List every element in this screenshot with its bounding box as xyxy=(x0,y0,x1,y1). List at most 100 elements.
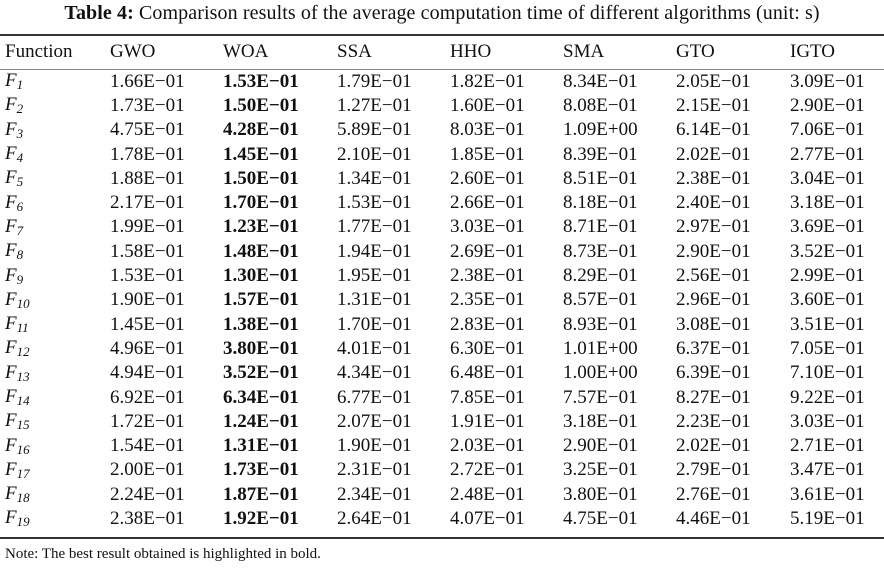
value-cell: 1.88E−01 xyxy=(110,167,185,189)
bottom-rule xyxy=(0,537,884,539)
function-name: F18 xyxy=(5,483,30,506)
value-cell: 2.64E−01 xyxy=(337,507,412,529)
table-row: F4 1.78E−01 1.45E−01 2.10E−01 1.85E−01 8.39E−… xyxy=(0,142,884,166)
value-cell: 1.85E−01 xyxy=(450,143,525,165)
function-cell: F14 xyxy=(0,385,110,409)
value-cell: 5.19E−01 xyxy=(790,507,865,529)
value-cell: 8.73E−01 xyxy=(563,240,638,262)
value-cell: 3.03E−01 xyxy=(450,216,525,238)
table-row: F5 1.88E−01 1.50E−01 1.34E−01 2.60E−01 8.51E−… xyxy=(0,166,884,190)
column-header: SMA xyxy=(563,41,605,62)
column-header: SSA xyxy=(337,41,372,62)
top-rule xyxy=(0,34,884,36)
value-cell: 1.77E−01 xyxy=(337,216,412,238)
function-cell: F5 xyxy=(0,166,110,190)
function-name: F15 xyxy=(5,410,30,433)
value-cell: 1.24E−01 xyxy=(223,410,299,432)
value-cell: 4.75E−01 xyxy=(110,119,185,141)
function-name: F19 xyxy=(5,507,30,530)
value-cell: 1.99E−01 xyxy=(110,216,185,238)
function-index: 9 xyxy=(16,271,24,287)
value-cell: 2.79E−01 xyxy=(676,459,751,481)
function-name: F2 xyxy=(5,94,24,117)
value-cell: 6.92E−01 xyxy=(110,386,185,408)
function-index: 19 xyxy=(16,514,30,530)
function-cell: F18 xyxy=(0,482,110,506)
function-cell: F6 xyxy=(0,190,110,214)
value-cell: 8.08E−01 xyxy=(563,94,638,116)
table-row: F18 2.24E−01 1.87E−01 2.34E−01 2.48E−01 3.80E… xyxy=(0,482,884,506)
table-header: Function GWO WOA SSA HHO SMA GTO IGTO xyxy=(0,35,884,69)
value-cell: 4.96E−01 xyxy=(110,337,185,359)
function-name: F13 xyxy=(5,361,30,384)
table-note: Note: The best result obtained is highli… xyxy=(5,546,321,562)
function-name: F1 xyxy=(5,70,24,93)
function-index: 15 xyxy=(16,417,30,433)
function-name: F6 xyxy=(5,191,24,214)
value-cell: 8.18E−01 xyxy=(563,192,638,214)
value-cell: 2.60E−01 xyxy=(450,167,525,189)
value-cell: 2.02E−01 xyxy=(676,435,751,457)
value-cell: 5.89E−01 xyxy=(337,119,412,141)
function-cell: F4 xyxy=(0,142,110,166)
value-cell: 1.70E−01 xyxy=(337,313,412,335)
function-name: F16 xyxy=(5,434,30,457)
function-index: 10 xyxy=(16,295,30,311)
value-cell: 8.93E−01 xyxy=(563,313,638,335)
table-row: F11 1.45E−01 1.38E−01 1.70E−01 2.83E−01 8.93E… xyxy=(0,312,884,336)
table-row: F6 2.17E−01 1.70E−01 1.53E−01 2.66E−01 8.18E−… xyxy=(0,190,884,214)
value-cell: 8.39E−01 xyxy=(563,143,638,165)
value-cell: 1.87E−01 xyxy=(223,483,299,505)
function-cell: F3 xyxy=(0,118,110,142)
value-cell: 6.37E−01 xyxy=(676,337,751,359)
value-cell: 6.48E−01 xyxy=(450,362,525,384)
value-cell: 2.76E−01 xyxy=(676,483,751,505)
table-row: F19 2.38E−01 1.92E−01 2.64E−01 4.07E−01 4.75E… xyxy=(0,506,884,530)
table-row: F14 6.92E−01 6.34E−01 6.77E−01 7.85E−01 7.57E… xyxy=(0,385,884,409)
value-cell: 2.96E−01 xyxy=(676,289,751,311)
value-cell: 1.60E−01 xyxy=(450,94,525,116)
value-cell: 1.92E−01 xyxy=(223,507,299,529)
value-cell: 1.30E−01 xyxy=(223,265,299,287)
function-cell: F2 xyxy=(0,93,110,117)
function-cell: F11 xyxy=(0,312,110,336)
function-cell: F1 xyxy=(0,69,110,93)
function-name: F9 xyxy=(5,264,24,287)
value-cell: 3.80E−01 xyxy=(223,337,299,359)
value-cell: 1.34E−01 xyxy=(337,167,412,189)
column-header: Function xyxy=(5,41,73,62)
value-cell: 4.94E−01 xyxy=(110,362,185,384)
value-cell: 1.45E−01 xyxy=(223,143,299,165)
value-cell: 8.03E−01 xyxy=(450,119,525,141)
value-cell: 1.27E−01 xyxy=(337,94,412,116)
function-cell: F7 xyxy=(0,215,110,239)
value-cell: 1.31E−01 xyxy=(223,435,299,457)
table-row: F16 1.54E−01 1.31E−01 1.90E−01 2.03E−01 2.90E… xyxy=(0,433,884,457)
value-cell: 1.90E−01 xyxy=(110,289,185,311)
table-row: F2 1.73E−01 1.50E−01 1.27E−01 1.60E−01 8.08E−… xyxy=(0,93,884,117)
value-cell: 1.66E−01 xyxy=(110,70,185,92)
value-cell: 1.73E−01 xyxy=(223,459,299,481)
function-cell: F15 xyxy=(0,409,110,433)
value-cell: 1.53E−01 xyxy=(223,70,299,92)
value-cell: 8.57E−01 xyxy=(563,289,638,311)
value-cell: 2.90E−01 xyxy=(563,435,638,457)
value-cell: 2.56E−01 xyxy=(676,265,751,287)
value-cell: 4.34E−01 xyxy=(337,362,412,384)
table-row: F15 1.72E−01 1.24E−01 2.07E−01 1.91E−01 3.18E… xyxy=(0,409,884,433)
value-cell: 8.71E−01 xyxy=(563,216,638,238)
value-cell: 8.29E−01 xyxy=(563,265,638,287)
value-cell: 1.72E−01 xyxy=(110,410,185,432)
value-cell: 3.60E−01 xyxy=(790,289,865,311)
value-cell: 8.34E−01 xyxy=(563,70,638,92)
table-row: F7 1.99E−01 1.23E−01 1.77E−01 3.03E−01 8.71E−… xyxy=(0,215,884,239)
value-cell: 1.31E−01 xyxy=(337,289,412,311)
value-cell: 2.31E−01 xyxy=(337,459,412,481)
value-cell: 6.30E−01 xyxy=(450,337,525,359)
function-index: 4 xyxy=(16,150,24,166)
value-cell: 2.03E−01 xyxy=(450,435,525,457)
function-name: F4 xyxy=(5,143,24,166)
function-index: 7 xyxy=(16,222,24,238)
table-row: F8 1.58E−01 1.48E−01 1.94E−01 2.69E−01 8.73E−… xyxy=(0,239,884,263)
